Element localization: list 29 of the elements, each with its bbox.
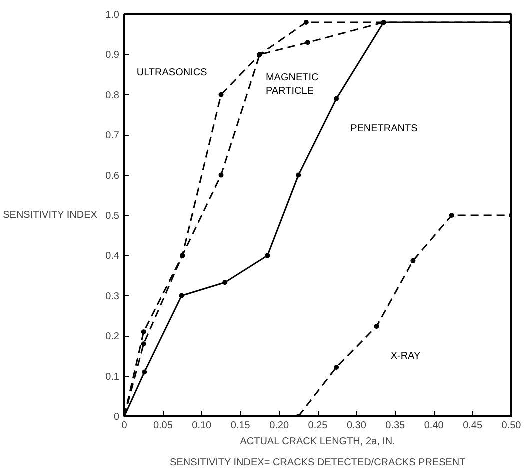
y-tick-label: 0.6 — [106, 170, 120, 182]
y-tick-label: 0.8 — [106, 90, 120, 102]
x-tick-label: 0.30 — [346, 420, 367, 432]
x-axis-title: ACTUAL CRACK LENGTH, 2a, IN. — [240, 436, 396, 448]
y-tick-label: 0 — [114, 412, 120, 423]
series-label: ULTRASONICS — [136, 67, 208, 78]
text: SENSITIVITY INDEX= CRACKS DETECTED/CRACKS PRESENT — [170, 458, 466, 468]
x-tick-label: 0.05 — [153, 420, 174, 432]
x-tick-label: 0.15 — [230, 420, 251, 432]
text: X-RAY — [390, 350, 421, 362]
series-label: MAGNETIC PARTICLE — [266, 72, 319, 97]
y-tick-label: 0.4 — [106, 251, 120, 262]
x-tick-label: 0.20 — [270, 420, 290, 432]
y-tick-label: 0.1 — [106, 372, 120, 383]
y-tick-label: 0.2 — [106, 332, 120, 343]
y-axis-title: SENSITIVITY INDEX — [3, 210, 98, 221]
y-tick-label: 0.5 — [106, 211, 120, 222]
y-tick-label: 1.0 — [106, 10, 120, 21]
x-tick-label: 0 — [122, 420, 128, 432]
y-tick-label: 0.9 — [106, 50, 120, 62]
x-tick-label: 0.50 — [502, 420, 522, 432]
y-tick-label: 0.3 — [106, 291, 120, 302]
x-tick-label: 0.45 — [463, 420, 483, 432]
x-tick-label: 0.40 — [424, 420, 444, 432]
text: PENETRANTS — [350, 123, 418, 134]
x-tick-label: 0.10 — [192, 420, 212, 432]
x-tick-label: 0.25 — [308, 420, 328, 432]
y-tick-label: 0.7 — [106, 130, 120, 142]
x-tick-label: 0.35 — [386, 420, 406, 432]
